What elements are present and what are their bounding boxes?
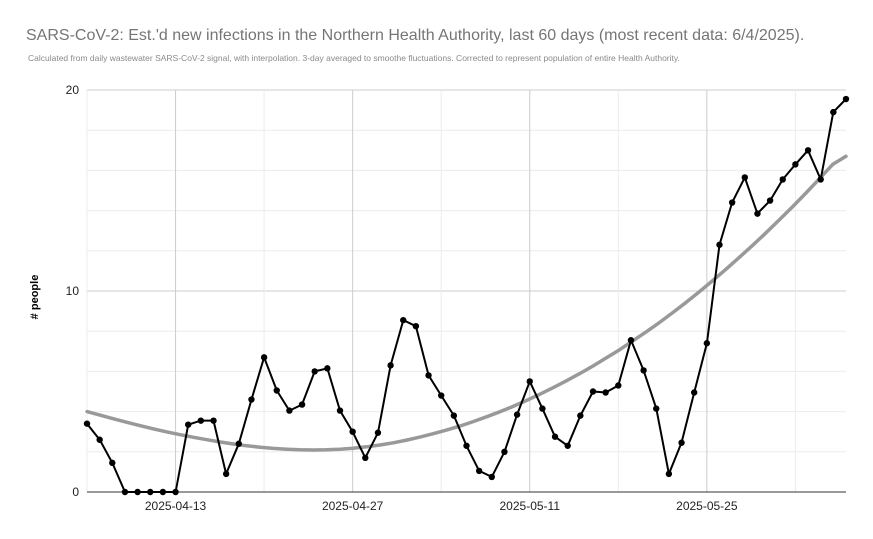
data-point bbox=[779, 176, 786, 183]
data-point bbox=[349, 428, 356, 435]
x-tick-label: 2025-04-27 bbox=[322, 499, 384, 513]
data-point bbox=[336, 407, 344, 414]
data-point bbox=[96, 436, 103, 443]
data-point bbox=[577, 412, 584, 419]
data-point bbox=[602, 389, 609, 396]
data-point bbox=[159, 488, 167, 496]
axes: 0 10 20 2025-04-13 2025-04-27 2025-05-11 2025-… bbox=[66, 83, 846, 513]
y-tick-label: 10 bbox=[66, 284, 80, 298]
data-point bbox=[526, 378, 533, 385]
data-point bbox=[716, 241, 723, 248]
data-point bbox=[197, 417, 205, 424]
trend-line bbox=[85, 154, 848, 452]
data-point bbox=[627, 337, 635, 344]
y-tick-label: 0 bbox=[72, 485, 79, 499]
data-point bbox=[678, 439, 685, 446]
data-point bbox=[703, 340, 711, 347]
data-point bbox=[222, 470, 230, 478]
data-point bbox=[425, 372, 432, 379]
data-point bbox=[185, 421, 192, 428]
data-point bbox=[640, 367, 647, 374]
data-point bbox=[653, 405, 660, 412]
series-layer bbox=[83, 95, 850, 496]
data-point bbox=[324, 365, 331, 372]
data-point bbox=[728, 199, 736, 206]
data-point bbox=[235, 440, 242, 447]
data-point bbox=[412, 322, 420, 330]
data-point bbox=[387, 362, 394, 369]
data-point bbox=[260, 354, 268, 361]
data-point bbox=[172, 488, 179, 496]
data-point bbox=[121, 488, 129, 496]
data-point bbox=[842, 95, 850, 103]
data-point bbox=[362, 454, 369, 462]
infections-line bbox=[86, 98, 847, 493]
data-point bbox=[273, 387, 280, 394]
data-point bbox=[83, 420, 91, 427]
data-point bbox=[817, 176, 824, 183]
data-point bbox=[147, 488, 154, 496]
data-point bbox=[109, 459, 116, 467]
data-point bbox=[488, 473, 495, 481]
data-point bbox=[298, 401, 306, 408]
data-point bbox=[210, 417, 217, 424]
data-point bbox=[374, 429, 382, 436]
data-point bbox=[400, 316, 407, 324]
data-point bbox=[539, 405, 546, 412]
data-point bbox=[691, 389, 698, 396]
x-tick-label: 2025-05-11 bbox=[500, 499, 561, 513]
y-tick-label: 20 bbox=[66, 83, 80, 97]
data-point bbox=[665, 470, 673, 478]
data-point bbox=[311, 368, 318, 375]
data-point bbox=[615, 382, 622, 389]
grid bbox=[86, 89, 846, 493]
data-point bbox=[804, 147, 812, 154]
data-point bbox=[792, 161, 799, 168]
data-point bbox=[754, 210, 761, 217]
chart-subtitle: Calculated from daily wastewater SARS-Co… bbox=[28, 53, 680, 63]
data-point bbox=[438, 392, 445, 399]
data-point bbox=[450, 412, 458, 419]
data-point bbox=[286, 407, 293, 414]
data-point bbox=[501, 448, 508, 455]
data-point bbox=[551, 433, 559, 440]
data-point bbox=[766, 197, 774, 204]
data-point bbox=[463, 442, 470, 449]
y-axis-label: # people bbox=[29, 275, 41, 320]
data-point bbox=[248, 396, 255, 403]
x-tick-label: 2025-05-25 bbox=[676, 499, 738, 513]
data-point bbox=[564, 442, 571, 449]
data-point bbox=[134, 488, 141, 496]
data-point bbox=[589, 388, 597, 395]
data-point bbox=[741, 174, 748, 181]
data-point bbox=[475, 467, 483, 475]
chart-title: SARS-CoV-2: Est.'d new infections in the… bbox=[26, 27, 805, 44]
x-tick-label: 2025-04-13 bbox=[145, 499, 207, 513]
data-point bbox=[513, 411, 521, 418]
data-point bbox=[830, 108, 837, 116]
